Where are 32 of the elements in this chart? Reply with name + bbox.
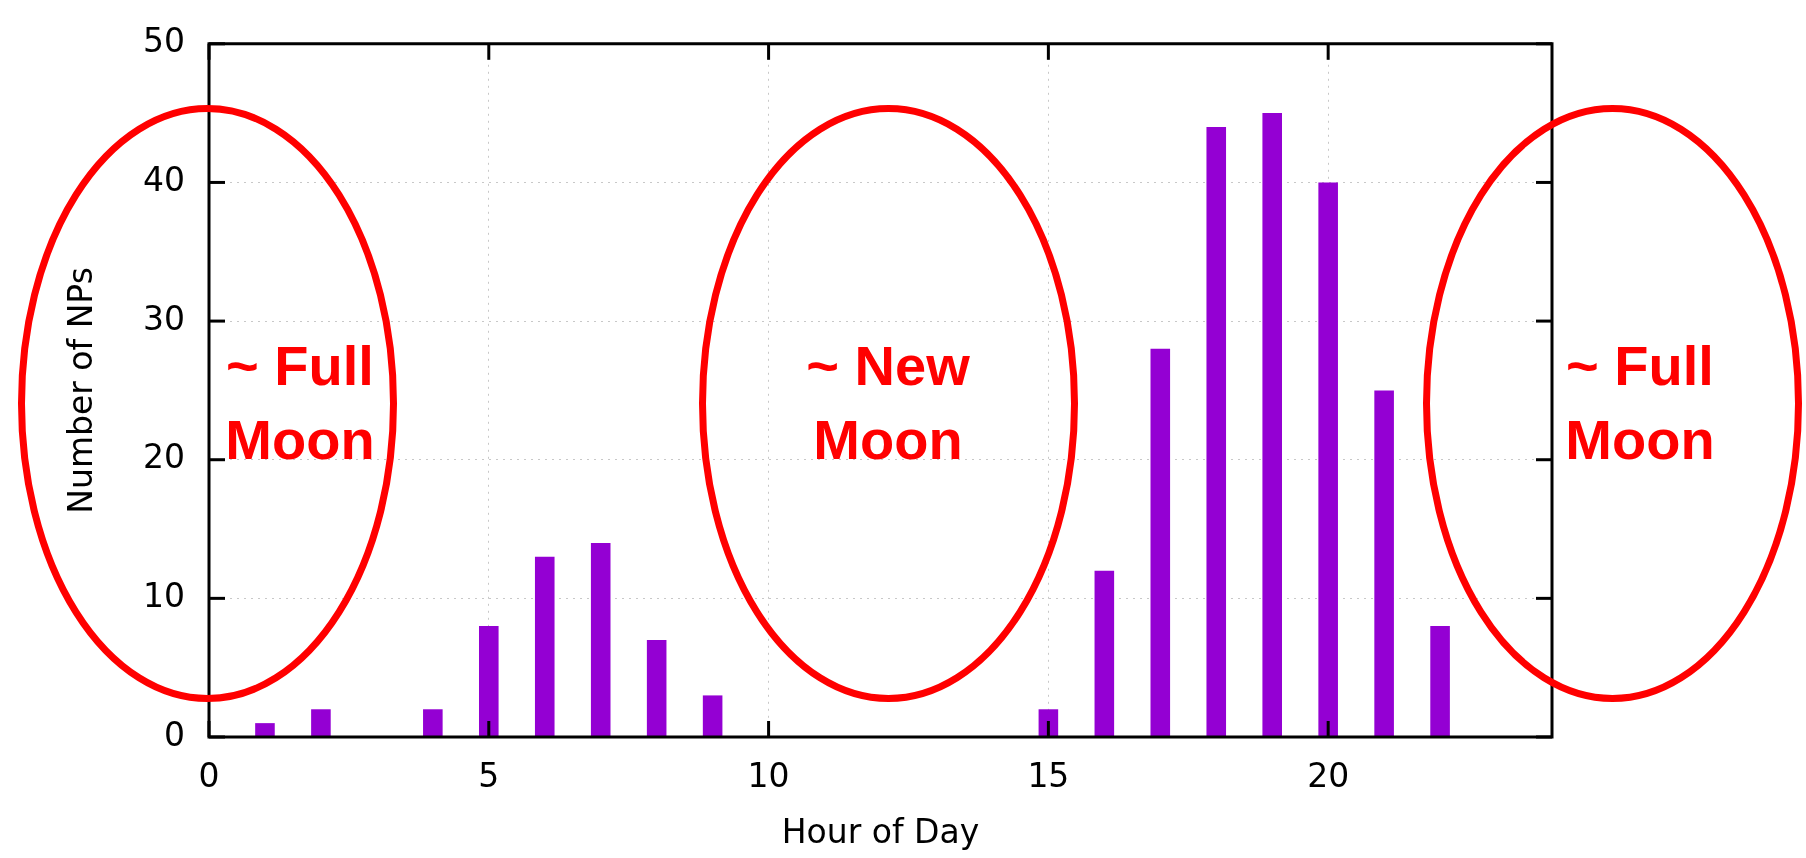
bar (702, 695, 723, 737)
text: ~ Full Moon (1564, 333, 1716, 473)
x-tick-label: 10 (747, 756, 790, 796)
y-tick-label: 20 (143, 437, 185, 477)
x-tick-label: 15 (1027, 756, 1070, 796)
y-tick-label: 30 (143, 298, 185, 338)
y-tick-label: 10 (143, 575, 185, 615)
x-tick-label: 20 (1307, 756, 1350, 796)
x-tick-label: 5 (478, 756, 500, 796)
bar (311, 709, 331, 737)
y-tick-label: 50 (143, 21, 185, 61)
bar (479, 626, 499, 737)
bar (1318, 182, 1338, 737)
bar (1430, 626, 1450, 737)
y-axis-title: Number of NPs (61, 267, 101, 514)
x-tick-label: 0 (198, 756, 220, 796)
bar (1374, 390, 1394, 737)
bar (423, 709, 443, 737)
annotation: ~ Full Moon (224, 333, 376, 473)
bar (1038, 709, 1059, 737)
x-axis-title: Hour of Day (781, 811, 980, 851)
y-tick-label: 0 (164, 714, 185, 754)
bar (1150, 348, 1171, 737)
y-tick-label: 40 (143, 160, 185, 200)
bar (1262, 113, 1282, 737)
bar (1206, 126, 1227, 737)
bar (646, 639, 667, 737)
bar (1094, 570, 1115, 737)
bar (255, 723, 275, 737)
annotation: ~ New Moon (805, 333, 971, 473)
bar (534, 556, 555, 737)
bar (590, 542, 611, 737)
